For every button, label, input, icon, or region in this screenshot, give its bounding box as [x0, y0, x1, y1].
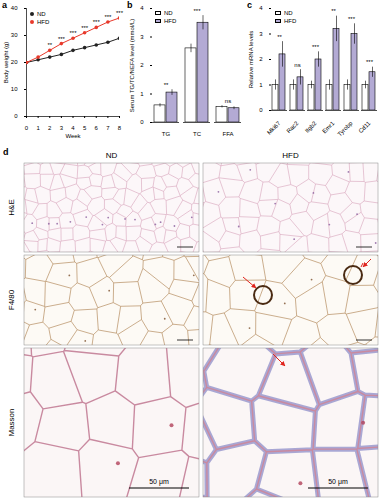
svg-text:***: *** — [116, 10, 124, 16]
svg-text:Serum TG/TC/NEFA level (mmol/L: Serum TG/TC/NEFA level (mmol/L) — [129, 19, 135, 113]
svg-text:***: *** — [366, 59, 374, 65]
svg-text:3: 3 — [140, 34, 144, 40]
svg-text:50 μm: 50 μm — [149, 478, 169, 486]
svg-text:Relative mRNA levels: Relative mRNA levels — [248, 31, 254, 89]
svg-text:Emr1: Emr1 — [321, 120, 336, 135]
svg-text:1: 1 — [140, 91, 144, 97]
svg-text:**: ** — [47, 42, 52, 48]
svg-text:7: 7 — [106, 125, 110, 131]
svg-text:Rac2: Rac2 — [285, 120, 300, 135]
svg-text:0: 0 — [140, 119, 144, 125]
svg-text:TC: TC — [193, 131, 202, 137]
svg-text:F4/80: F4/80 — [7, 289, 16, 310]
svg-text:***: *** — [193, 8, 201, 14]
svg-text:Tyrobp: Tyrobp — [336, 120, 354, 138]
svg-text:Masson: Masson — [7, 408, 16, 436]
svg-text:5: 5 — [83, 125, 87, 131]
svg-text:d: d — [3, 147, 9, 157]
svg-text:**: ** — [277, 34, 282, 40]
svg-text:Body weight (g): Body weight (g) — [3, 42, 9, 84]
html-text:ND: ND — [164, 10, 173, 16]
svg-text:10: 10 — [11, 86, 18, 92]
svg-text:***: *** — [312, 44, 320, 50]
svg-text:20: 20 — [11, 59, 18, 65]
svg-text:2: 2 — [48, 125, 52, 131]
svg-text:***: *** — [81, 25, 89, 31]
svg-text:H&E: H&E — [7, 199, 16, 215]
svg-text:***: *** — [58, 36, 66, 42]
svg-text:TG: TG — [162, 131, 171, 137]
html-text:c: c — [247, 0, 252, 10]
svg-text:Itgb2: Itgb2 — [304, 120, 318, 134]
svg-text:8: 8 — [118, 125, 122, 131]
html-text:HFD: HFD — [164, 18, 177, 24]
svg-text:2: 2 — [259, 56, 263, 62]
svg-text:6: 6 — [95, 125, 99, 131]
svg-text:***: *** — [104, 14, 112, 20]
svg-text:4: 4 — [140, 5, 144, 11]
svg-text:0: 0 — [25, 125, 29, 131]
html-text:b: b — [127, 0, 133, 10]
svg-text:**: ** — [331, 8, 336, 14]
svg-text:***: *** — [93, 19, 101, 25]
svg-text:30: 30 — [11, 32, 18, 38]
svg-text:ns: ns — [225, 98, 231, 104]
svg-text:ns: ns — [294, 62, 300, 68]
svg-text:Week: Week — [65, 133, 81, 139]
svg-text:ND: ND — [106, 151, 118, 160]
svg-text:FFA: FFA — [222, 131, 233, 137]
html-text:a: a — [2, 0, 7, 10]
svg-text:3: 3 — [60, 125, 64, 131]
svg-text:0: 0 — [259, 107, 263, 113]
svg-text:***: *** — [69, 30, 77, 36]
html-text:HFD: HFD — [37, 19, 50, 25]
svg-text:HFD: HFD — [282, 151, 299, 160]
svg-text:1: 1 — [36, 125, 40, 131]
svg-text:4: 4 — [259, 5, 263, 11]
html-text:ND: ND — [284, 10, 293, 16]
svg-text:2: 2 — [140, 62, 144, 68]
svg-text:Cd11: Cd11 — [357, 120, 372, 135]
svg-text:3: 3 — [259, 31, 263, 37]
svg-text:40: 40 — [11, 5, 18, 11]
html-text:ND: ND — [37, 11, 46, 17]
svg-text:50 μm: 50 μm — [328, 478, 348, 486]
svg-text:1: 1 — [259, 82, 263, 88]
svg-text:4: 4 — [71, 125, 75, 131]
html-text:HFD: HFD — [284, 18, 297, 24]
svg-text:***: *** — [348, 16, 356, 22]
svg-text:Mki67: Mki67 — [266, 120, 282, 136]
svg-text:0: 0 — [14, 113, 18, 119]
svg-text:**: ** — [164, 82, 169, 88]
